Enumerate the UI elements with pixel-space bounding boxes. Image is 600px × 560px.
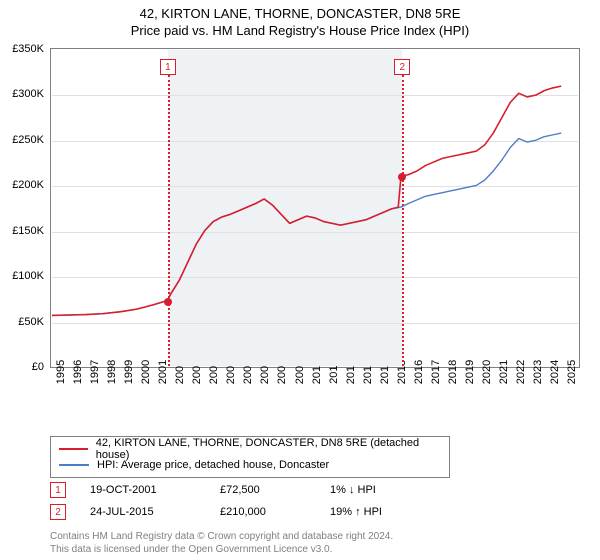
footer: Contains HM Land Registry data © Crown c… — [50, 530, 393, 556]
sale-dot — [398, 173, 406, 181]
sale-marker-2: 2 — [50, 504, 66, 520]
sale-diff: 19% ↑ HPI — [330, 506, 450, 518]
legend-swatch-property — [59, 448, 88, 450]
y-axis-label: £350K — [12, 43, 44, 55]
y-axis-label: £50K — [18, 316, 44, 328]
series-property — [52, 86, 561, 315]
title-line-1: 42, KIRTON LANE, THORNE, DONCASTER, DN8 … — [0, 6, 600, 21]
legend-label-hpi: HPI: Average price, detached house, Donc… — [97, 459, 329, 471]
series-hpi — [52, 133, 561, 315]
figure-container: 42, KIRTON LANE, THORNE, DONCASTER, DN8 … — [0, 0, 600, 560]
y-axis-label: £100K — [12, 270, 44, 282]
y-axis-label: £150K — [12, 225, 44, 237]
sale-dot — [164, 298, 172, 306]
title-line-2: Price paid vs. HM Land Registry's House … — [0, 23, 600, 38]
sale-price: £210,000 — [220, 506, 330, 518]
sale-row: 1 19-OCT-2001 £72,500 1% ↓ HPI — [50, 482, 580, 498]
legend-row: 42, KIRTON LANE, THORNE, DONCASTER, DN8 … — [59, 441, 441, 457]
sale-date: 24-JUL-2015 — [90, 506, 220, 518]
sale-date: 19-OCT-2001 — [90, 484, 220, 496]
title-block: 42, KIRTON LANE, THORNE, DONCASTER, DN8 … — [0, 0, 600, 38]
chart-wrap: 12 £0£50K£100K£150K£200K£250K£300K£350K1… — [50, 48, 580, 393]
chart-sale-marker: 1 — [160, 59, 176, 75]
y-axis-label: £200K — [12, 179, 44, 191]
footer-line-2: This data is licensed under the Open Gov… — [50, 543, 393, 556]
legend-swatch-hpi — [59, 464, 89, 466]
y-axis-label: £300K — [12, 88, 44, 100]
series-svg — [51, 49, 579, 367]
y-axis-label: £250K — [12, 134, 44, 146]
sale-marker-1: 1 — [50, 482, 66, 498]
y-axis-label: £0 — [32, 361, 44, 373]
chart-sale-marker: 2 — [394, 59, 410, 75]
sale-price: £72,500 — [220, 484, 330, 496]
sale-diff: 1% ↓ HPI — [330, 484, 450, 496]
sale-row: 2 24-JUL-2015 £210,000 19% ↑ HPI — [50, 504, 580, 520]
legend-label-property: 42, KIRTON LANE, THORNE, DONCASTER, DN8 … — [96, 437, 441, 461]
plot-area: 12 — [50, 48, 580, 368]
legend-box: 42, KIRTON LANE, THORNE, DONCASTER, DN8 … — [50, 436, 450, 478]
footer-line-1: Contains HM Land Registry data © Crown c… — [50, 530, 393, 543]
